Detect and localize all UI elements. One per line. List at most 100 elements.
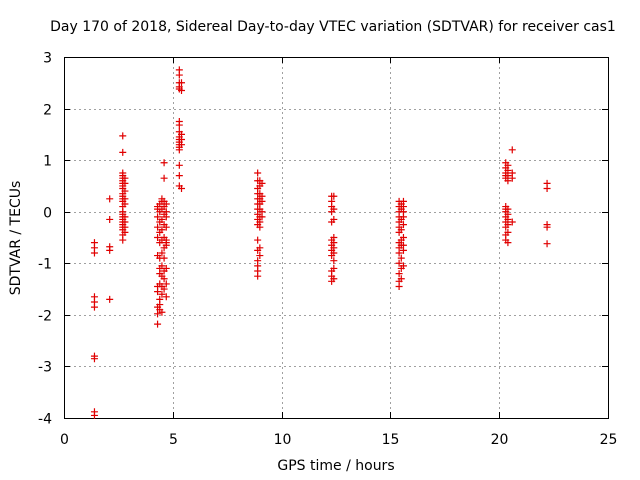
data-point (90, 355, 98, 363)
data-point (543, 185, 551, 193)
data-point (175, 71, 183, 79)
data-point (258, 197, 266, 205)
data-point (543, 240, 551, 248)
x-axis-label: GPS time / hours (277, 458, 394, 474)
data-point (119, 236, 127, 244)
x-tick-label: 15 (382, 432, 400, 448)
data-point (154, 320, 162, 328)
data-point (256, 244, 264, 252)
data-point (90, 303, 98, 311)
data-point (504, 239, 512, 247)
data-point (106, 215, 114, 223)
data-point (399, 234, 407, 241)
y-tick-label: 1 (43, 154, 52, 170)
data-point (119, 148, 127, 156)
chart-title: Day 170 of 2018, Sidereal Day-to-day VTE… (50, 19, 616, 35)
data-point (158, 215, 166, 223)
x-tick-label: 5 (169, 432, 178, 448)
axis-ticks: 0 5 10 15 20 25 -4 -3 -2 -1 0 1 2 3 (38, 51, 617, 449)
data-point (162, 293, 170, 301)
x-tick-label: 10 (274, 432, 292, 448)
data-point (154, 213, 162, 221)
data-point (395, 249, 403, 257)
data-point (256, 223, 264, 231)
data-point (160, 275, 168, 283)
data-point (399, 213, 407, 221)
data-point (330, 257, 338, 265)
y-tick-label: 3 (43, 51, 52, 67)
data-point (160, 174, 168, 182)
data-point (158, 308, 166, 316)
data-point (106, 246, 114, 254)
data-point (154, 234, 162, 241)
data-point (395, 282, 403, 290)
data-point (158, 249, 166, 257)
data-point (395, 270, 403, 278)
data-point (162, 264, 170, 272)
data-point (90, 411, 98, 419)
data-point (175, 146, 183, 154)
data-point (397, 254, 405, 262)
data-point (178, 87, 186, 95)
y-tick-label: 0 (43, 206, 52, 222)
data-point (397, 275, 405, 283)
plot-frame (64, 57, 609, 419)
data-point (399, 246, 407, 254)
data-point (330, 264, 338, 272)
data-point (158, 226, 166, 234)
data-point (330, 215, 338, 223)
data-point (106, 295, 114, 303)
data-point (175, 121, 183, 129)
data-point (121, 179, 129, 187)
data-point (158, 290, 166, 298)
x-tick-label: 0 (60, 432, 69, 448)
data-point (258, 213, 266, 221)
data-point (330, 275, 338, 283)
data-point (106, 195, 114, 203)
data-point (399, 221, 407, 229)
data-point (504, 228, 512, 236)
y-axis-label: SDTVAR / TECUs (8, 181, 24, 296)
data-point (160, 254, 168, 262)
y-tick-label: -2 (38, 309, 52, 325)
data-points (90, 66, 551, 419)
data-point (121, 187, 129, 195)
y-tick-label: -3 (38, 360, 52, 376)
x-tick-label: 20 (491, 432, 509, 448)
data-point (508, 146, 516, 154)
data-point (399, 262, 407, 270)
data-point (121, 200, 129, 208)
data-point (504, 177, 512, 185)
data-point (178, 79, 186, 87)
grid-lines (64, 57, 608, 418)
data-point (395, 259, 403, 267)
data-point (330, 249, 338, 257)
data-point (162, 236, 170, 244)
data-point (175, 172, 183, 180)
data-point (254, 236, 262, 244)
data-point (508, 174, 516, 182)
data-point (175, 161, 183, 169)
data-point (160, 159, 168, 167)
y-tick-label: -4 (38, 412, 52, 428)
data-point (508, 218, 516, 226)
data-point (154, 223, 162, 231)
data-point (162, 200, 170, 208)
data-point (119, 132, 127, 140)
data-point (330, 192, 338, 200)
data-point (162, 208, 170, 216)
data-point (178, 141, 186, 149)
y-tick-label: -1 (38, 257, 52, 273)
y-tick-label: 2 (43, 103, 52, 119)
data-point (156, 295, 164, 303)
data-point (330, 205, 338, 213)
data-point (254, 272, 262, 280)
data-point (504, 221, 512, 229)
data-point (162, 280, 170, 288)
data-point (121, 228, 129, 236)
data-point (160, 285, 168, 293)
data-point (154, 310, 162, 318)
x-tick-label: 25 (600, 432, 618, 448)
data-point (543, 223, 551, 231)
